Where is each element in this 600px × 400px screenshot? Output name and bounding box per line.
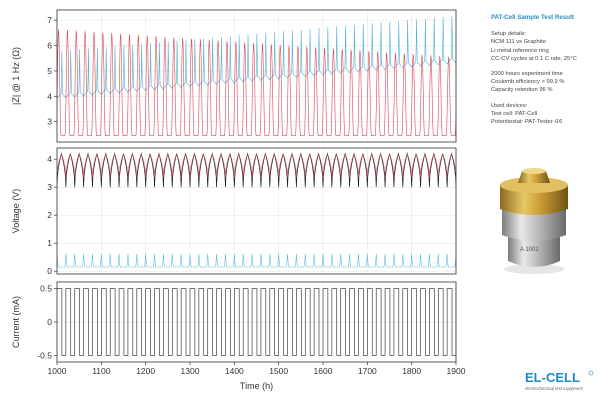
x-tick-label: 1600	[314, 366, 333, 376]
cell-knob	[518, 171, 550, 183]
setup-line: Li metal reference ring	[491, 47, 549, 54]
voltage-panel: 0 1 2 3 4 Voltage (V)	[11, 147, 457, 276]
current-panel: -0.5 0 0.5 Current (mA) 1000 1100 1200 1300 1400…	[11, 281, 466, 391]
cell-base	[508, 235, 560, 267]
el-cell-logo: EL-CELL electrochemical test equipment	[525, 370, 594, 391]
setup-block: Setup details: NCM 111 vs Graphite Li me…	[491, 30, 599, 63]
impedance-series-blue	[57, 16, 456, 100]
plot-lines	[57, 16, 456, 136]
setup-heading: Setup details:	[491, 31, 527, 38]
setup-line: NCM 111 vs Graphite	[491, 39, 546, 46]
logo-tagline: electrochemical test equipment	[525, 386, 584, 391]
result-line: Capacity retention 96 %	[491, 87, 553, 94]
y-tick-label: 4	[47, 91, 52, 101]
plot-lines	[57, 288, 456, 356]
x-tick-label: 1900	[447, 366, 466, 376]
cell-knob-top	[522, 168, 546, 174]
x-axis-label: Time (h)	[240, 381, 273, 391]
y-tick-label: 6	[47, 41, 52, 51]
info-panel: PAT-Cell Sample Test Result Setup detail…	[491, 14, 599, 133]
y-tick-label: 3	[47, 117, 52, 127]
devices-block: Used devices: Test cell: PAT-Cell Potent…	[491, 102, 599, 127]
y-tick-label: 0	[47, 266, 52, 276]
cell-body	[502, 209, 566, 241]
y-tick-label: 0	[47, 317, 52, 327]
registered-icon	[588, 370, 594, 376]
y-tick-label: 2	[47, 210, 52, 220]
y-tick-label: 7	[47, 15, 52, 25]
x-tick-label: 1000	[48, 366, 67, 376]
x-tick-label: 1200	[136, 366, 155, 376]
x-tick-label: 1500	[269, 366, 288, 376]
devices-heading: Used devices:	[491, 102, 528, 109]
y-tick-label: 0.5	[40, 284, 52, 294]
pat-cell-image: A 1001	[500, 168, 568, 274]
result-line: 2000 hours experiment time	[491, 71, 563, 78]
cell-cap	[500, 185, 568, 215]
x-tick-label: 1400	[225, 366, 244, 376]
voltage-series-red	[57, 152, 456, 178]
y-tick-label: 1	[47, 238, 52, 248]
current-series	[57, 288, 456, 356]
plot-lines	[57, 152, 456, 268]
y-axis-label: Voltage (V)	[11, 189, 21, 234]
device-line: Test cell: PAT-Cell	[491, 110, 538, 117]
setup-line: CC-CV cycles at 0.1 C rate, 25°C	[491, 55, 577, 62]
plot-frame	[56, 281, 457, 363]
x-tick-label: 1800	[402, 366, 421, 376]
result-line: Coulomb efficiency > 99.9 %	[491, 79, 565, 86]
info-title: PAT-Cell Sample Test Result	[491, 14, 574, 21]
x-tick-label: 1700	[358, 366, 377, 376]
x-tick-label: 1300	[181, 366, 200, 376]
y-tick-label: -0.5	[37, 350, 52, 360]
impedance-panel: 3 4 5 6 7 |Z| @ 1 Hz (Ω)	[11, 9, 457, 143]
y-tick-label: 4	[47, 154, 52, 164]
reference-voltage-series	[57, 253, 456, 268]
x-tick-label: 1100	[92, 366, 111, 376]
device-line: Potentiostat: PAT-Tester-i16	[491, 119, 563, 126]
y-tick-label: 5	[47, 66, 52, 76]
voltage-series-dark	[57, 152, 456, 188]
y-axis-label: |Z| @ 1 Hz (Ω)	[11, 47, 21, 105]
cell-shadow	[504, 264, 564, 274]
logo-text: EL-CELL	[525, 370, 580, 385]
plot-frame	[56, 9, 457, 143]
cell-cap-top	[500, 177, 568, 193]
plot-frame	[56, 147, 457, 275]
cell-label: A 1001	[520, 247, 539, 253]
y-tick-label: 3	[47, 182, 52, 192]
y-axis-label: Current (mA)	[11, 296, 21, 348]
impedance-series-red	[57, 29, 456, 136]
result-block: 2000 hours experiment time Coulomb effic…	[491, 70, 599, 95]
